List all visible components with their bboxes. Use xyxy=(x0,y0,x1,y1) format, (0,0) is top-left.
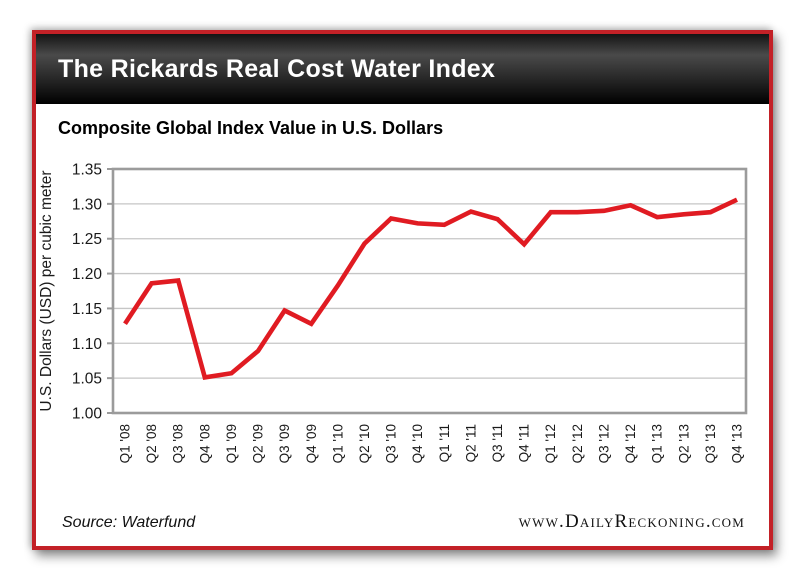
source-note: Source: Waterfund xyxy=(62,514,196,531)
x-tick-label: Q3 '08 xyxy=(171,424,186,463)
chart-subtitle: Composite Global Index Value in U.S. Dol… xyxy=(58,118,444,138)
x-tick-label: Q4 '08 xyxy=(197,424,212,463)
y-tick-label: 1.35 xyxy=(72,162,102,179)
index-line xyxy=(123,197,738,381)
chart-footer: Source: Waterfund www.DailyReckoning.com xyxy=(62,511,745,533)
y-tick-label: 1.10 xyxy=(72,336,103,353)
x-tick-label: Q2 '12 xyxy=(570,424,585,463)
x-tick-label: Q3 '11 xyxy=(490,424,505,462)
x-tick-label: Q1 '13 xyxy=(650,424,665,463)
x-tick-label: Q1 '09 xyxy=(224,424,239,463)
plot-border xyxy=(111,167,748,415)
chart-card: The Rickards Real Cost Water Index Compo… xyxy=(32,30,773,550)
y-axis-title: U.S. Dollars (USD) per cubic meter xyxy=(38,170,55,411)
y-tick-label: 1.20 xyxy=(72,266,103,283)
water-index-line-chart: 1.00 1.05 1.10 1.15 1.20 1.25 1.30 1.35 Q1 '08 Q2… xyxy=(38,162,748,463)
x-tick-label: Q3 '09 xyxy=(277,424,292,463)
chart-header: The Rickards Real Cost Water Index xyxy=(36,34,769,104)
x-tick-label: Q3 '13 xyxy=(703,424,718,463)
x-tick-label: Q2 '10 xyxy=(357,424,372,463)
y-tick-label: 1.15 xyxy=(72,301,102,318)
website-url: www.DailyReckoning.com xyxy=(518,511,745,532)
x-tick-label: Q1 '11 xyxy=(437,424,452,462)
x-tick-label: Q4 '13 xyxy=(730,424,745,463)
x-tick-label: Q4 '09 xyxy=(304,424,319,463)
x-tick-label: Q2 '08 xyxy=(144,424,159,463)
chart-main-title: The Rickards Real Cost Water Index xyxy=(58,54,496,83)
x-tick-label: Q3 '10 xyxy=(384,424,399,463)
x-tick-label: Q4 '10 xyxy=(410,424,425,463)
x-tick-label: Q2 '09 xyxy=(251,424,266,463)
y-tick-label: 1.05 xyxy=(72,371,102,388)
x-tick-label: Q4 '12 xyxy=(623,424,638,463)
x-tick-label: Q2 '13 xyxy=(676,424,691,463)
x-tick-label: Q1 '08 xyxy=(118,424,133,463)
y-tick-label: 1.00 xyxy=(72,406,103,423)
x-tick-label: Q3 '12 xyxy=(596,424,611,463)
x-tick-label: Q4 '11 xyxy=(517,424,532,462)
x-tick-label: Q1 '10 xyxy=(330,424,345,463)
y-tick-label: 1.25 xyxy=(72,231,102,248)
x-tick-label: Q1 '12 xyxy=(543,424,558,463)
x-tick-label: Q2 '11 xyxy=(463,424,478,462)
y-tick-label: 1.30 xyxy=(72,196,103,213)
